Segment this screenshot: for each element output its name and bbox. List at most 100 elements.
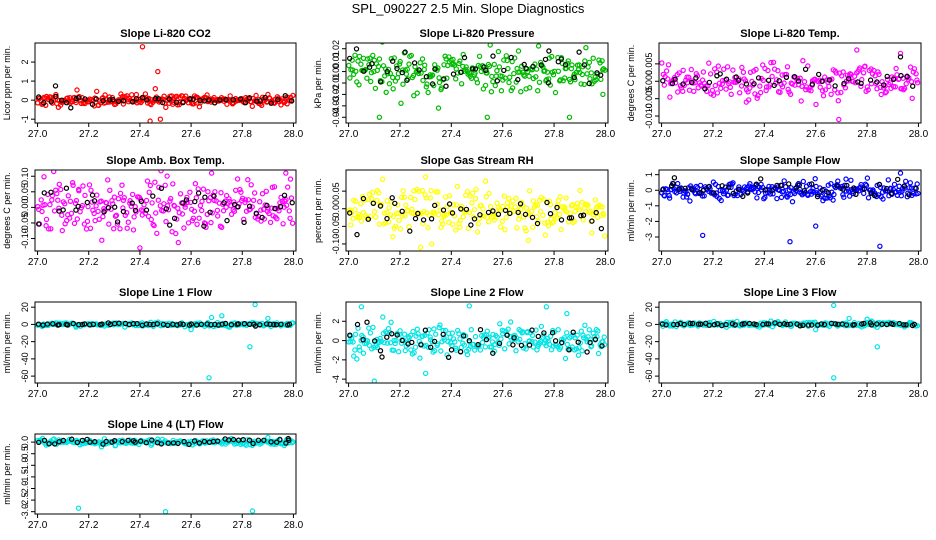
data-point-black	[504, 332, 510, 338]
data-point-all	[194, 221, 200, 227]
data-point-all	[204, 92, 210, 98]
data-point-all	[817, 84, 823, 90]
data-point-all	[496, 64, 503, 70]
chart-title: Slope Line 1 Flow	[119, 287, 212, 299]
data-point-all	[789, 198, 796, 205]
data-point-black	[361, 68, 367, 74]
data-point-black	[60, 207, 66, 213]
data-point-all	[226, 196, 232, 202]
data-point-all	[691, 88, 697, 95]
data-point-black	[105, 204, 112, 211]
data-point-all	[352, 52, 358, 59]
y-axis-label: ml/min per min.	[626, 180, 636, 242]
data-point-all	[777, 89, 783, 96]
data-point-black	[116, 320, 122, 326]
data-point-all	[517, 69, 523, 75]
data-point-all	[242, 199, 248, 206]
data-point-all	[453, 76, 459, 82]
data-point-all	[99, 237, 105, 243]
data-point-black	[510, 342, 516, 348]
x-tick-label: 27.2	[79, 389, 99, 400]
data-point-all	[841, 194, 847, 200]
data-point-all	[444, 75, 450, 81]
data-point-all	[829, 76, 835, 82]
y-tick-label: 0.00	[20, 199, 30, 217]
data-point-all	[752, 189, 758, 195]
points-layer	[35, 170, 296, 251]
data-point-black	[490, 350, 496, 356]
data-point-all	[404, 66, 410, 72]
data-point-black	[196, 440, 203, 446]
data-point-all	[393, 223, 399, 229]
data-point-all	[861, 190, 867, 197]
x-tick-label: 27.6	[181, 389, 201, 400]
data-point-all	[85, 203, 91, 210]
data-point-all	[267, 219, 274, 226]
data-point-all	[436, 211, 442, 218]
data-point-black	[475, 341, 481, 348]
chart-title: Slope Line 3 Flow	[744, 287, 837, 299]
data-point-all	[137, 245, 143, 251]
data-point-all	[666, 195, 673, 201]
data-point-all	[718, 85, 724, 92]
data-point-black	[369, 61, 375, 67]
data-point-all	[494, 67, 500, 74]
data-point-all	[453, 202, 459, 208]
data-point-black	[568, 215, 575, 221]
data-point-all	[760, 77, 767, 84]
y-axis-label: degrees C per min.	[2, 172, 12, 249]
data-point-black	[687, 320, 693, 327]
data-point-all	[283, 202, 290, 208]
data-point-black	[797, 323, 803, 329]
data-point-black	[530, 63, 536, 70]
data-point-all	[231, 208, 238, 214]
data-point-all	[162, 509, 169, 514]
data-point-all	[47, 201, 53, 208]
data-point-all	[43, 216, 50, 223]
data-point-black	[230, 97, 236, 103]
data-point-all	[506, 79, 512, 86]
chart-1: Slope Li-820 CO2 Licor ppm per min. 27.0 27…	[2, 28, 304, 140]
data-point-black	[56, 322, 62, 328]
data-point-all	[852, 79, 859, 86]
data-point-all	[245, 197, 252, 203]
data-point-all	[59, 227, 66, 234]
data-point-black	[87, 439, 93, 445]
points-layer	[659, 47, 921, 123]
x-tick-label: 27.2	[390, 389, 410, 400]
data-point-all	[422, 174, 429, 180]
data-point-black	[354, 231, 360, 238]
data-point-all	[508, 319, 514, 325]
data-point-all	[414, 90, 420, 96]
data-point-all	[250, 197, 257, 203]
data-point-all	[214, 213, 221, 219]
data-point-black	[795, 78, 802, 84]
data-point-black	[729, 321, 736, 327]
data-point-all	[51, 436, 57, 442]
data-point-all	[98, 198, 104, 204]
data-point-all	[722, 77, 728, 84]
data-point-all	[513, 348, 519, 354]
data-point-black	[221, 200, 227, 206]
x-tick-label: 27.0	[339, 257, 359, 268]
data-point-black	[764, 321, 770, 327]
data-point-all	[415, 331, 421, 337]
y-tick-label: -0.02	[331, 84, 341, 105]
data-point-all	[768, 59, 774, 66]
data-point-black	[420, 217, 427, 223]
x-tick-label: 27.4	[442, 129, 462, 140]
x-tick-label: 27.0	[28, 257, 48, 268]
data-point-all	[407, 332, 414, 339]
data-point-all	[565, 58, 572, 64]
data-point-all	[835, 90, 841, 96]
data-point-black	[50, 321, 56, 327]
data-point-all	[360, 55, 367, 62]
data-point-black	[399, 69, 405, 76]
y-tick-label: 2	[20, 60, 30, 65]
data-point-all	[150, 221, 156, 228]
data-point-black	[137, 438, 144, 444]
data-point-all	[474, 229, 481, 235]
data-point-all	[497, 321, 503, 327]
data-point-black	[440, 331, 446, 338]
data-point-all	[666, 192, 672, 199]
